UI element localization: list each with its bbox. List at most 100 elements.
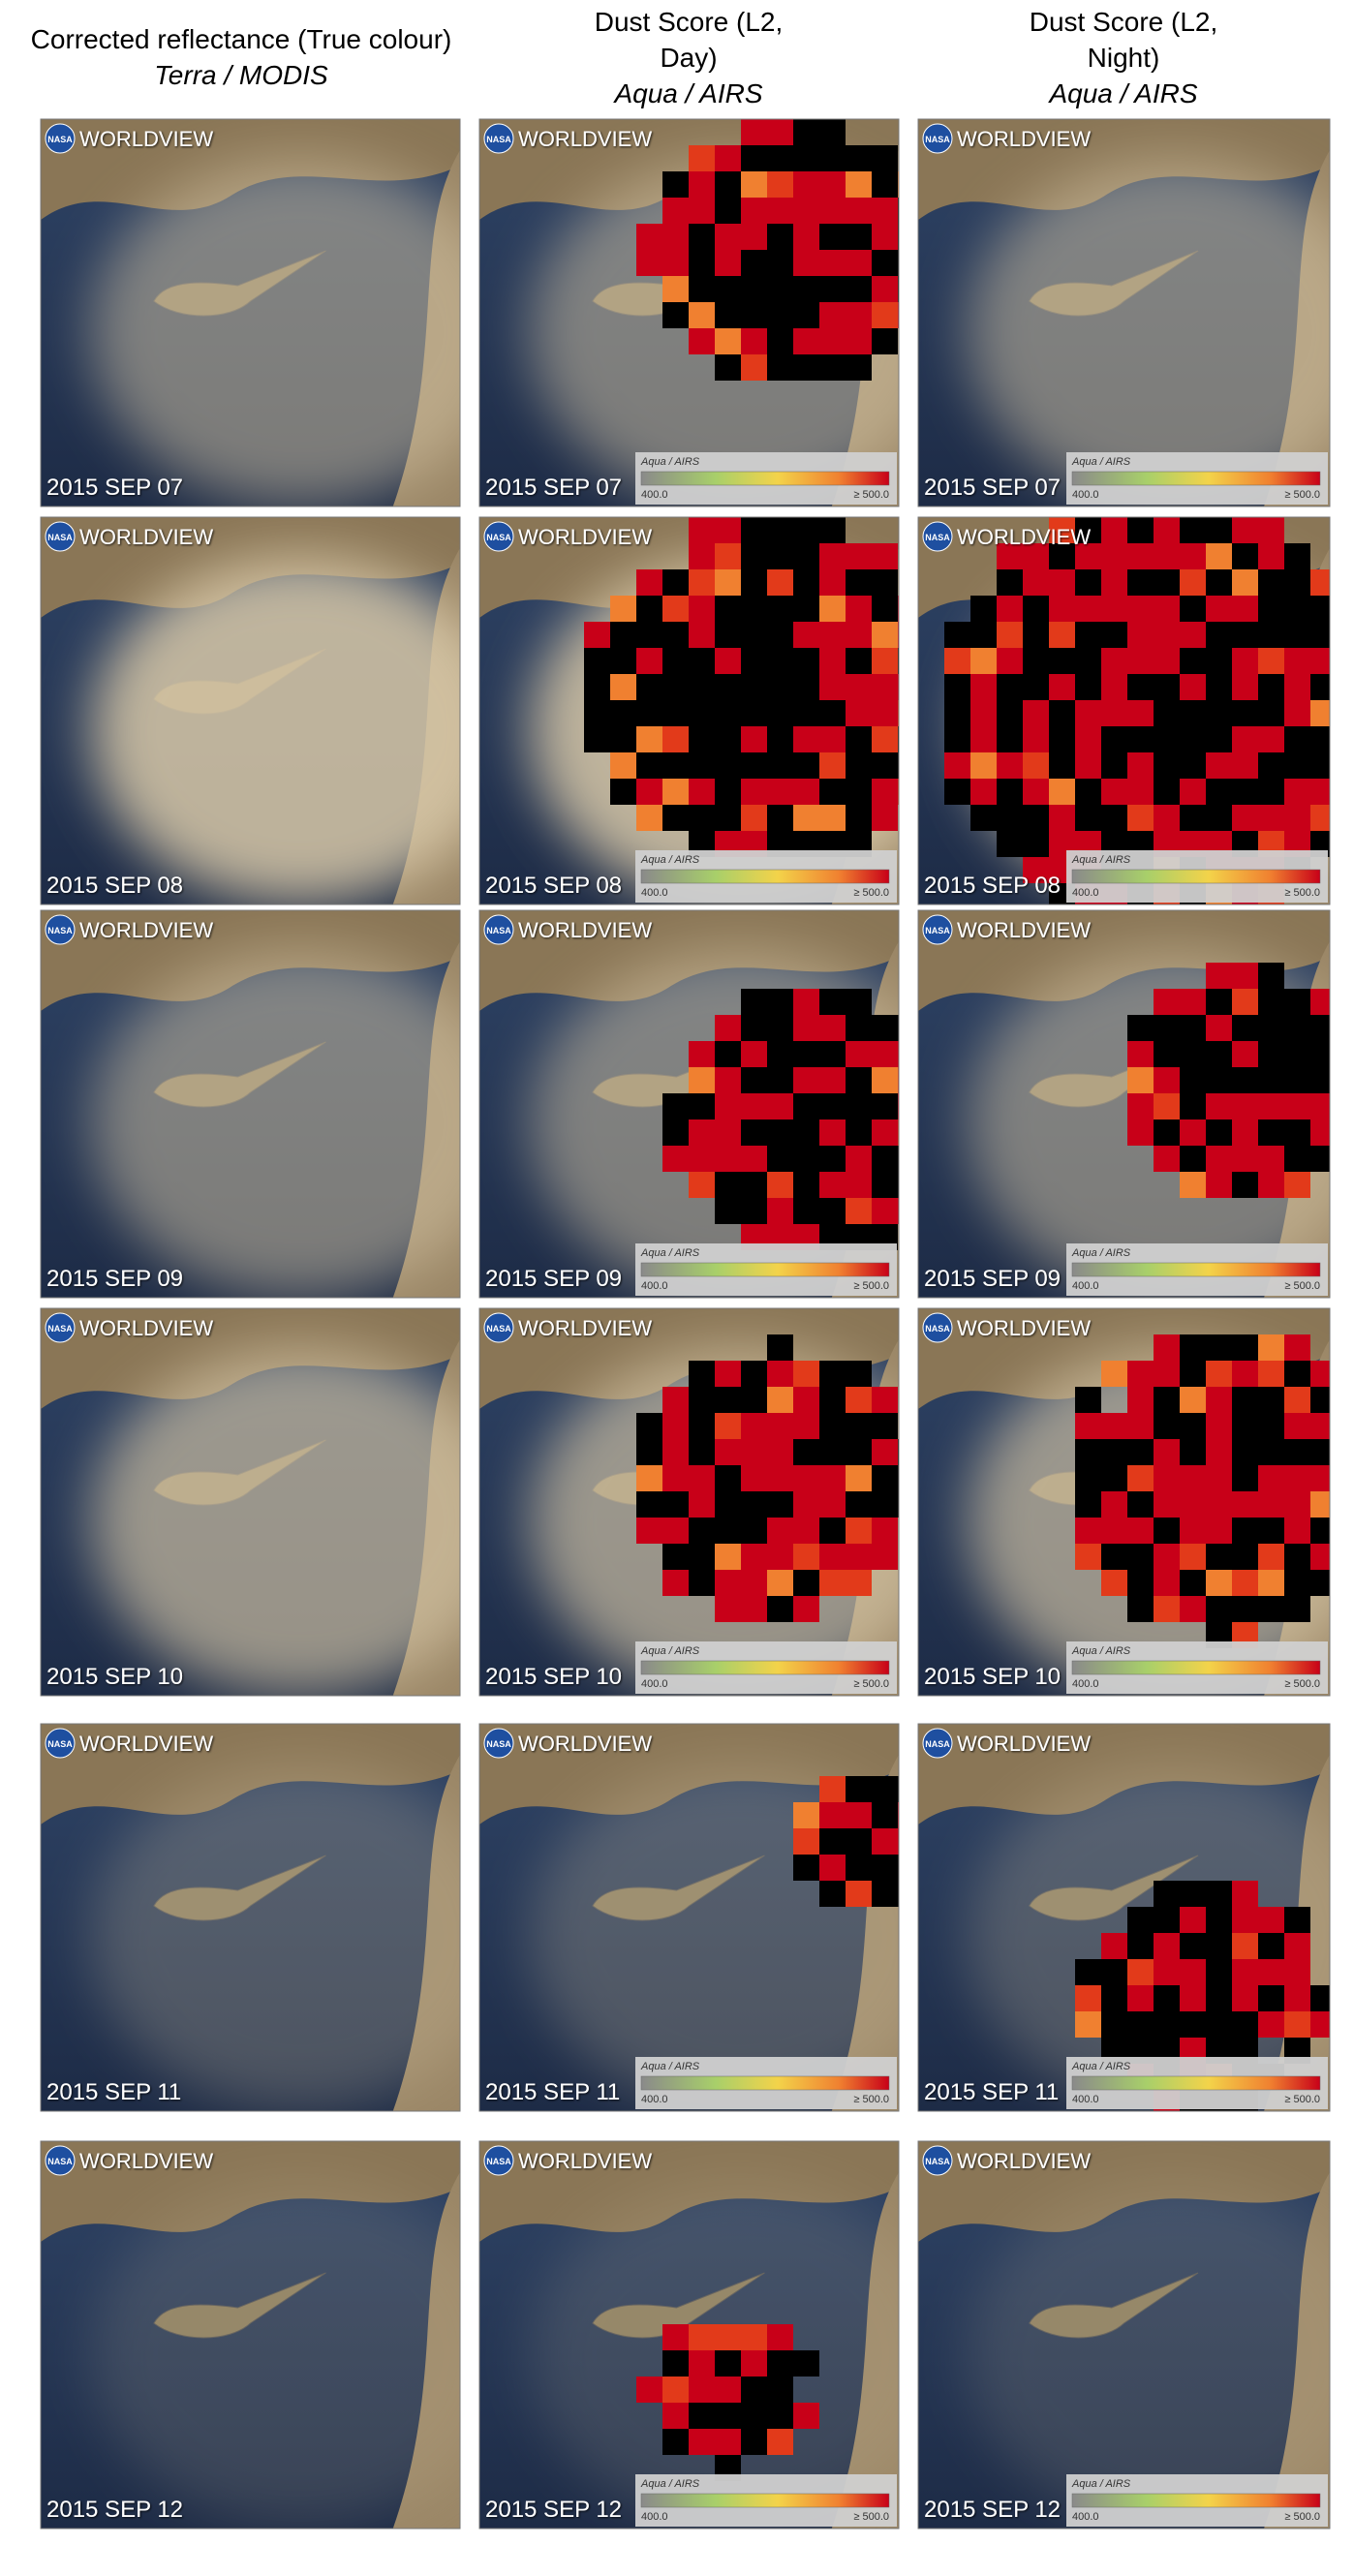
dust-pixel xyxy=(1284,726,1310,752)
dust-haze xyxy=(91,556,460,905)
dust-pixel xyxy=(741,569,767,596)
dust-pixel xyxy=(1127,517,1154,543)
dust-pixel xyxy=(1206,1387,1232,1413)
dust-pixel xyxy=(872,779,898,805)
dust-pixel xyxy=(1206,622,1232,648)
dust-pixel xyxy=(741,1439,767,1465)
dust-pixel xyxy=(944,622,970,648)
dust-pixel xyxy=(1023,622,1049,648)
dust-pixel xyxy=(819,1491,846,1518)
dust-pixel xyxy=(1127,1413,1154,1439)
dust-pixel xyxy=(715,569,741,596)
legend-label: Aqua / AIRS xyxy=(1071,2061,1131,2072)
dust-pixel xyxy=(1284,1041,1310,1067)
column-header: Dust Score (L2, Day) Aqua / AIRS xyxy=(568,0,810,114)
dust-pixel xyxy=(1232,989,1258,1015)
map-panel: NASA WORLDVIEW Aqua / AIRS 400.0 ≥ 500.0 2015… xyxy=(917,516,1331,905)
dust-pixel xyxy=(1258,1361,1284,1387)
dust-pixel xyxy=(715,2403,741,2429)
dust-pixel xyxy=(1232,1596,1258,1622)
dust-pixel xyxy=(1206,1491,1232,1518)
dust-pixel xyxy=(1232,1413,1258,1439)
dust-pixel xyxy=(689,1119,715,1146)
dust-pixel xyxy=(689,1570,715,1596)
dust-pixel xyxy=(793,354,819,381)
nasa-logo xyxy=(45,914,76,945)
dust-pixel xyxy=(1284,1959,1310,1985)
legend-max: ≥ 500.0 xyxy=(1284,2511,1320,2523)
legend-scale xyxy=(1071,471,1321,486)
dust-pixel xyxy=(1154,1146,1180,1172)
dust-pixel xyxy=(846,1041,872,1067)
dust-pixel xyxy=(846,302,872,328)
dust-pixel xyxy=(1258,700,1284,726)
dust-pixel xyxy=(1258,517,1284,543)
dust-pixel xyxy=(1127,1596,1154,1622)
dust-pixel xyxy=(1180,1041,1206,1067)
dust-pixel xyxy=(1101,1518,1127,1544)
dust-pixel xyxy=(970,648,997,674)
dust-pixel xyxy=(944,648,970,674)
dust-pixel xyxy=(970,779,997,805)
dust-pixel xyxy=(662,752,689,779)
dust-pixel xyxy=(1154,989,1180,1015)
dust-pixel xyxy=(1232,1881,1258,1907)
dust-pixel xyxy=(1101,1465,1127,1491)
dust-pixel xyxy=(767,1361,793,1387)
legend-min: 400.0 xyxy=(1072,1280,1099,1292)
dust-pixel xyxy=(846,622,872,648)
dust-pixel xyxy=(1154,2011,1180,2038)
dust-pixel xyxy=(1180,1881,1206,1907)
dust-pixel xyxy=(793,198,819,224)
dust-pixel xyxy=(1206,1544,1232,1570)
dust-pixel xyxy=(1101,1491,1127,1518)
dust-pixel xyxy=(715,1198,741,1224)
dust-pixel xyxy=(1232,1933,1258,1959)
dust-pixel xyxy=(1258,1334,1284,1361)
dust-pixel xyxy=(846,1198,872,1224)
dust-pixel xyxy=(1310,1413,1330,1439)
dust-pixel xyxy=(767,224,793,250)
dust-pixel xyxy=(1284,1387,1310,1413)
nasa-logo xyxy=(922,1728,953,1759)
nasa-logo xyxy=(45,1312,76,1343)
dust-pixel xyxy=(793,648,819,674)
dust-pixel xyxy=(872,1518,898,1544)
dust-pixel xyxy=(1258,1570,1284,1596)
dust-pixel xyxy=(1206,1015,1232,1041)
dust-pixel xyxy=(872,1491,898,1518)
dust-pixel xyxy=(819,1570,846,1596)
dust-pixel xyxy=(1101,1544,1127,1570)
dust-pixel xyxy=(689,648,715,674)
dust-pixel xyxy=(872,328,898,354)
dust-pixel xyxy=(767,1041,793,1067)
dust-pixel xyxy=(636,622,662,648)
nasa-logo xyxy=(483,2145,514,2176)
dust-pixel xyxy=(1232,1959,1258,1985)
dust-pixel xyxy=(1075,1959,1101,1985)
dust-pixel xyxy=(872,726,898,752)
dust-pixel xyxy=(1232,1570,1258,1596)
dust-pixel xyxy=(793,328,819,354)
dust-pixel xyxy=(846,726,872,752)
legend-scale xyxy=(640,869,890,884)
dust-pixel xyxy=(715,1361,741,1387)
legend-max: ≥ 500.0 xyxy=(853,489,889,501)
dust-pixel xyxy=(741,302,767,328)
panel-border xyxy=(917,1307,1331,1697)
date-label: 2015 SEP 10 xyxy=(485,1664,622,1690)
dust-pixel xyxy=(997,648,1023,674)
dust-pixel xyxy=(1127,1933,1154,1959)
dust-pixel xyxy=(1258,779,1284,805)
worldview-text: WORLDVIEW xyxy=(957,2149,1091,2173)
nasa-text: NASA xyxy=(925,2157,950,2166)
date-label: 2015 SEP 09 xyxy=(46,1266,183,1292)
dust-pixel xyxy=(1232,648,1258,674)
dust-pixel xyxy=(872,1413,898,1439)
legend-max: ≥ 500.0 xyxy=(1284,489,1320,501)
map-image: NASA WORLDVIEW Aqua / AIRS 400.0 ≥ 500.0 2015… xyxy=(918,1724,1330,2111)
legend-min: 400.0 xyxy=(1072,887,1099,899)
dust-pixel xyxy=(944,752,970,779)
dust-pixel xyxy=(1206,1959,1232,1985)
nasa-text: NASA xyxy=(486,135,511,144)
